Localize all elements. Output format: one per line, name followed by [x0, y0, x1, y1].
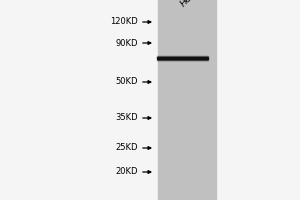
Bar [157, 56, 208, 57]
Bar [157, 57, 208, 58]
Text: 50KD: 50KD [116, 77, 138, 86]
Text: Hela: Hela [178, 0, 199, 8]
Text: 35KD: 35KD [116, 114, 138, 122]
Text: 25KD: 25KD [116, 144, 138, 152]
Text: 20KD: 20KD [116, 168, 138, 176]
Text: 90KD: 90KD [116, 38, 138, 47]
Bar [157, 60, 208, 61]
Bar [157, 55, 208, 56]
Bar [157, 61, 208, 62]
Bar [158, 0, 216, 200]
Text: 120KD: 120KD [110, 18, 138, 26]
Bar [157, 55, 208, 56]
Bar [157, 56, 208, 57]
Bar [157, 54, 208, 55]
Bar [157, 58, 208, 59]
Bar [157, 59, 208, 60]
